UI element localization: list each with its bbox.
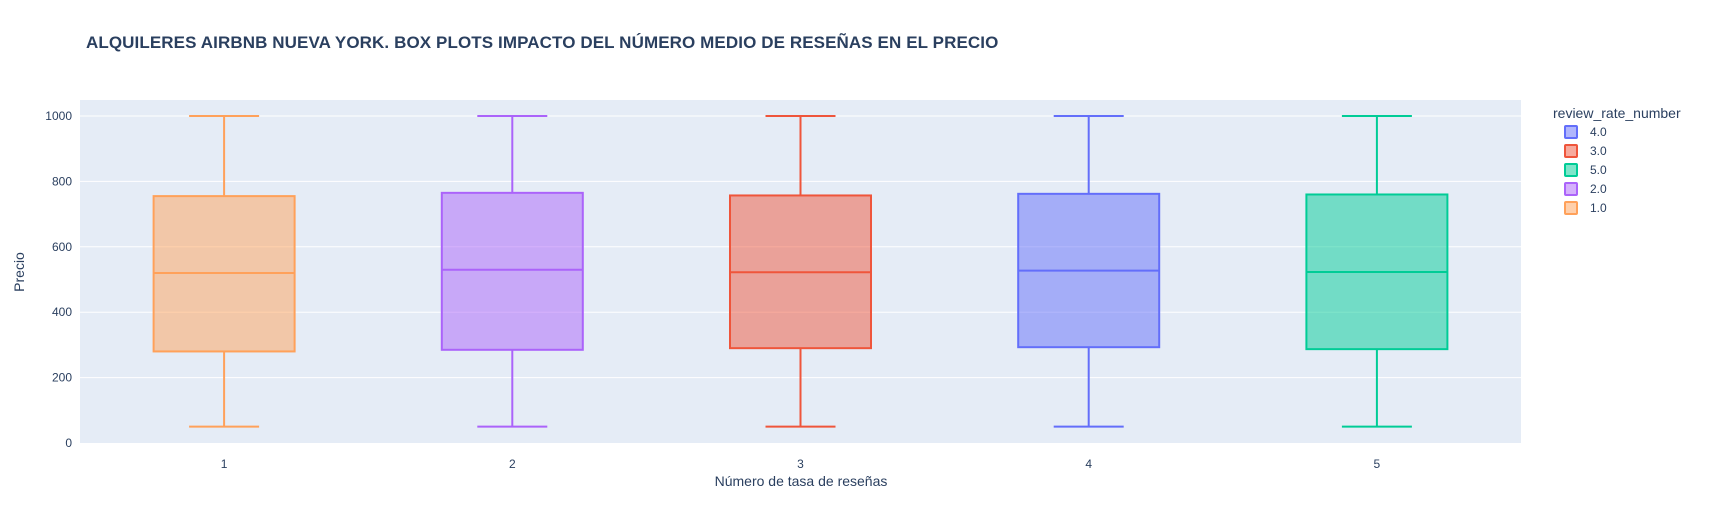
legend-swatch — [1564, 182, 1578, 196]
y-tick-label-800: 800 — [52, 174, 72, 188]
box-5.0[interactable] — [1305, 115, 1449, 428]
x-tick-labels: 1 2 3 4 5 — [221, 457, 1381, 471]
legend-item-4.0[interactable]: 4.0 — [1564, 125, 1607, 139]
legend-label: 3.0 — [1590, 144, 1607, 158]
box-4.0[interactable] — [1017, 115, 1161, 428]
x-tick-label-1: 1 — [221, 457, 228, 471]
x-axis-title: Número de tasa de reseñas — [715, 473, 888, 489]
legend-label: 2.0 — [1590, 182, 1607, 196]
box-1.0[interactable] — [152, 115, 296, 428]
iqr-box — [440, 191, 584, 351]
y-tick-label-0: 0 — [65, 436, 72, 450]
legend-swatch — [1564, 125, 1578, 139]
box-series — [152, 115, 1449, 428]
box-3.0[interactable] — [729, 115, 872, 428]
y-axis-title: Precio — [11, 252, 27, 292]
legend-label: 5.0 — [1590, 163, 1607, 177]
x-tick-label-2: 2 — [509, 457, 516, 471]
legend[interactable]: 4.0 3.0 5.0 2.0 1.0 — [1564, 125, 1607, 215]
legend-item-5.0[interactable]: 5.0 — [1564, 163, 1607, 177]
legend-item-3.0[interactable]: 3.0 — [1564, 144, 1607, 158]
chart-title: ALQUILERES AIRBNB NUEVA YORK. BOX PLOTS … — [86, 33, 999, 52]
y-tick-label-1000: 1000 — [45, 109, 72, 123]
legend-title: review_rate_number — [1553, 105, 1681, 121]
legend-item-1.0[interactable]: 1.0 — [1564, 201, 1607, 215]
y-tick-label-200: 200 — [52, 371, 72, 385]
legend-swatch — [1564, 163, 1578, 177]
legend-label: 4.0 — [1590, 125, 1607, 139]
x-tick-label-4: 4 — [1085, 457, 1092, 471]
legend-swatch — [1564, 201, 1578, 215]
legend-swatch — [1564, 144, 1578, 158]
legend-label: 1.0 — [1590, 201, 1607, 215]
y-tick-label-400: 400 — [52, 305, 72, 319]
y-tick-labels: 0 200 400 600 800 1000 — [45, 109, 72, 450]
box-2.0[interactable] — [440, 115, 584, 428]
y-tick-label-600: 600 — [52, 240, 72, 254]
legend-item-2.0[interactable]: 2.0 — [1564, 182, 1607, 196]
x-tick-label-5: 5 — [1374, 457, 1381, 471]
x-tick-label-3: 3 — [797, 457, 804, 471]
